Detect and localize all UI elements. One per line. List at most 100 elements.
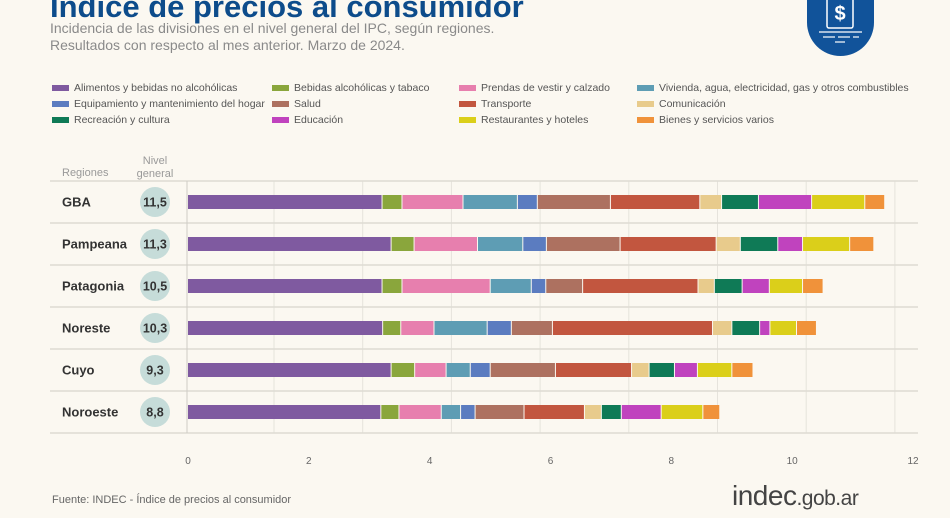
bar-segment [391, 237, 414, 251]
bar-segment [523, 237, 546, 251]
legend-label: Salud [294, 98, 321, 110]
bar-segment [742, 279, 769, 293]
region-label: Noreste [62, 321, 110, 336]
legend-label: Comunicación [659, 98, 726, 110]
header-regions: Regiones [62, 167, 109, 179]
bar-segment [414, 237, 477, 251]
legend-item: Bienes y servicios varios [637, 114, 774, 126]
bar-segment [732, 363, 753, 377]
bar-segment [382, 279, 402, 293]
bar-segment [674, 363, 697, 377]
bar-segment [850, 237, 874, 251]
bar-segment [475, 405, 524, 419]
bar-segment [555, 363, 632, 377]
bar-segment [188, 363, 391, 377]
region-label: Pampeana [62, 237, 128, 252]
bar-segment [610, 195, 700, 209]
legend-item: Recreación y cultura [52, 114, 170, 126]
legend-item: Educación [272, 114, 343, 126]
bar-segment [621, 405, 661, 419]
bar-segment [714, 279, 742, 293]
bar-segment [722, 195, 758, 209]
bar-segment [865, 195, 885, 209]
bar-segment [732, 321, 760, 335]
x-tick-label: 2 [306, 456, 312, 467]
legend-item: Prendas de vestir y calzado [459, 82, 610, 94]
general-level-value: 10,5 [143, 280, 167, 294]
legend-swatch [52, 85, 69, 91]
bar-segment [490, 363, 555, 377]
bar-segment [649, 363, 674, 377]
bar-segment [537, 195, 610, 209]
bar-segment [770, 321, 796, 335]
legend-label: Bebidas alcohólicas y tabaco [294, 82, 430, 94]
general-level-circle [140, 229, 170, 259]
bar-segment [383, 321, 401, 335]
bar-segment [381, 405, 399, 419]
legend-label: Restaurantes y hoteles [481, 114, 589, 126]
bar-segment [399, 405, 441, 419]
legend-swatch [272, 101, 289, 107]
bar-segment [632, 363, 649, 377]
bar-segment [803, 279, 823, 293]
general-level-value: 11,5 [143, 196, 167, 210]
bar-segment [470, 363, 490, 377]
legend-item: Vivienda, agua, electricidad, gas y otro… [637, 82, 909, 94]
legend-label: Alimentos y bebidas no alcohólicas [74, 82, 238, 94]
bar-segment [703, 405, 720, 419]
legend-item: Comunicación [637, 98, 726, 110]
legend-item: Alimentos y bebidas no alcohólicas [52, 82, 237, 94]
general-level-value: 11,3 [143, 238, 167, 252]
bar-segment [434, 321, 487, 335]
legend-label: Recreación y cultura [74, 114, 170, 126]
bar-segment [401, 321, 434, 335]
general-level-circle [140, 187, 170, 217]
x-tick-label: 12 [907, 456, 919, 467]
general-level-circle [140, 355, 170, 385]
bar-segment [441, 405, 461, 419]
legend-label: Prendas de vestir y calzado [481, 82, 610, 94]
legend-swatch [459, 101, 476, 107]
legend-swatch [52, 101, 69, 107]
legend-item: Transporte [459, 98, 531, 110]
general-level-value: 8,8 [146, 406, 163, 420]
bar-segment [478, 237, 523, 251]
bar-segment [188, 405, 381, 419]
bar-segment [188, 279, 382, 293]
bar-segment [698, 279, 714, 293]
legend-swatch [272, 85, 289, 91]
bar-segment [760, 321, 770, 335]
bar-segment [601, 405, 621, 419]
header-general-line1: Nivel [143, 155, 167, 167]
bar-segment [778, 237, 803, 251]
legend-item: Equipamiento y mantenimiento del hogar [52, 98, 265, 110]
legend-swatch [459, 85, 476, 91]
bar-segment [517, 195, 537, 209]
legend-label: Equipamiento y mantenimiento del hogar [74, 98, 265, 110]
bar-segment [812, 195, 865, 209]
bar-segment [552, 321, 713, 335]
region-label: Noroeste [62, 405, 118, 420]
bar-segment [531, 279, 546, 293]
bar-segment [402, 279, 490, 293]
bar-segment [803, 237, 850, 251]
general-level-value: 10,3 [143, 322, 167, 336]
bar-segment [402, 195, 463, 209]
indec-logo[interactable]: indec.gob.ar [732, 480, 859, 512]
bar-segment [463, 195, 517, 209]
svg-text:$: $ [834, 3, 845, 25]
page-title: Índice de precios al consumidor [50, 0, 524, 24]
subtitle-line-1: Incidencia de las divisiones en el nivel… [50, 20, 495, 36]
bar-segment [700, 195, 722, 209]
bar-segment [797, 321, 816, 335]
bar-segment [661, 405, 703, 419]
bar-segment [524, 405, 584, 419]
bar-segment [446, 363, 470, 377]
bar-segment [758, 195, 812, 209]
bar-segment [382, 195, 402, 209]
legend-item: Salud [272, 98, 321, 110]
legend-swatch [272, 117, 289, 123]
bar-segment [620, 237, 716, 251]
bar-segment [188, 195, 382, 209]
logo-main: indec [732, 480, 797, 511]
